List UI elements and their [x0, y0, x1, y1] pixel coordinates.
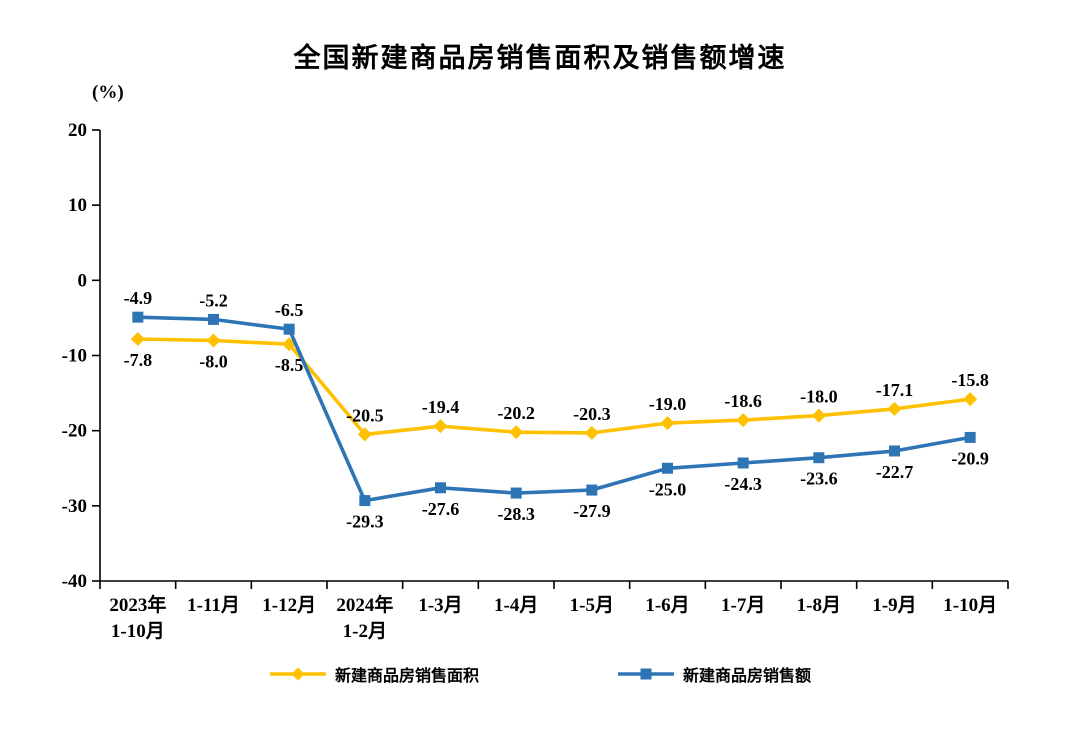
chart-legend: 新建商品房销售面积 新建商品房销售额	[0, 662, 1080, 686]
square-marker-icon	[132, 311, 144, 323]
square-marker-icon	[813, 452, 825, 464]
diamond-marker-icon	[811, 408, 826, 423]
data-label: -24.3	[724, 474, 762, 494]
legend-item-sales-value: 新建商品房销售额	[617, 662, 811, 686]
data-label: -20.9	[951, 448, 989, 468]
diamond-marker-icon	[584, 425, 599, 440]
chart-title: 全国新建商品房销售面积及销售额增速	[293, 43, 787, 73]
y-axis-tick-label: -10	[62, 346, 87, 367]
data-label: -20.2	[497, 403, 535, 423]
x-axis-tick-label: 2024年	[336, 593, 393, 616]
x-axis-tick-label: 2023年	[109, 593, 166, 616]
square-marker-icon	[889, 445, 900, 457]
data-label: -15.8	[951, 370, 989, 390]
data-label: -23.6	[800, 469, 838, 489]
x-axis-tick-label: 1-9月	[872, 595, 916, 616]
x-axis-tick-label: 1-11月	[187, 595, 240, 616]
data-label: -18.0	[800, 387, 838, 407]
x-axis-tick-label: 1-2月	[343, 621, 387, 642]
data-label: -4.9	[124, 288, 153, 308]
square-marker-icon	[208, 313, 219, 325]
data-label: -5.2	[199, 290, 228, 310]
data-label: -17.1	[876, 380, 914, 400]
data-label: -25.0	[649, 479, 687, 499]
diamond-marker-icon	[206, 333, 221, 348]
series-line-1	[137, 315, 971, 503]
diamond-marker-icon	[736, 413, 751, 428]
square-marker-icon	[737, 457, 749, 469]
x-axis-tick-label: 1-7月	[721, 595, 765, 616]
square-marker-icon	[662, 462, 673, 474]
square-marker-icon	[435, 482, 446, 494]
data-label: -20.3	[573, 404, 611, 424]
diamond-marker-icon	[660, 416, 675, 431]
legend-item-sales-area: 新建商品房销售面积	[269, 662, 479, 686]
square-marker-icon	[964, 431, 976, 443]
data-label: -19.0	[649, 394, 687, 414]
data-label: -27.9	[573, 501, 611, 521]
square-marker-icon	[586, 484, 598, 496]
diamond-marker-icon	[887, 401, 902, 416]
data-label: -27.6	[422, 499, 460, 519]
y-axis-tick-label: -40	[62, 571, 87, 592]
data-label: -29.3	[346, 512, 384, 532]
x-axis-tick-label: 1-6月	[645, 595, 689, 616]
diamond-marker-icon	[963, 392, 978, 407]
square-marker-icon	[283, 323, 295, 335]
square-marker-icon	[640, 668, 652, 680]
data-label: -8.5	[275, 355, 304, 375]
x-axis-tick-label: 1-5月	[570, 595, 614, 616]
y-axis-unit-label: (%)	[92, 82, 124, 103]
data-label: -18.6	[724, 391, 762, 411]
data-label: -8.0	[199, 351, 228, 371]
x-axis-tick-label: 1-10月	[943, 595, 997, 616]
legend-label-sales-value: 新建商品房销售额	[683, 668, 812, 685]
series-line-0	[137, 337, 971, 437]
data-label: -7.8	[124, 350, 153, 370]
diamond-marker-icon	[130, 331, 145, 346]
x-axis-tick-label: 1-8月	[797, 595, 841, 616]
diamond-marker-icon	[509, 425, 524, 440]
x-axis-tick-label: 1-10月	[111, 621, 165, 642]
data-label: -20.5	[346, 405, 384, 425]
data-label: -19.4	[422, 397, 460, 417]
data-label: -28.3	[497, 504, 535, 524]
y-axis-tick-label: 10	[68, 195, 87, 216]
x-axis-tick-label: 1-12月	[262, 595, 316, 616]
legend-label-sales-area: 新建商品房销售面积	[334, 668, 479, 685]
x-axis-tick-label: 1-4月	[494, 595, 538, 616]
y-axis-tick-label: -20	[62, 421, 87, 442]
y-axis-tick-label: -30	[62, 496, 87, 517]
data-label: -6.5	[275, 300, 304, 320]
sales-value-line-swatch-icon	[618, 668, 674, 680]
diamond-marker-icon	[433, 419, 448, 434]
square-marker-icon	[510, 487, 522, 499]
y-axis-tick-label: 20	[68, 120, 87, 141]
diamond-marker-icon	[357, 427, 372, 442]
data-label: -22.7	[876, 462, 914, 482]
diamond-marker-icon	[291, 667, 305, 681]
x-axis-tick-label: 1-3月	[418, 595, 462, 616]
square-marker-icon	[359, 495, 371, 507]
y-axis-tick-label: 0	[78, 270, 88, 291]
sales-area-line-swatch-icon	[269, 667, 326, 681]
